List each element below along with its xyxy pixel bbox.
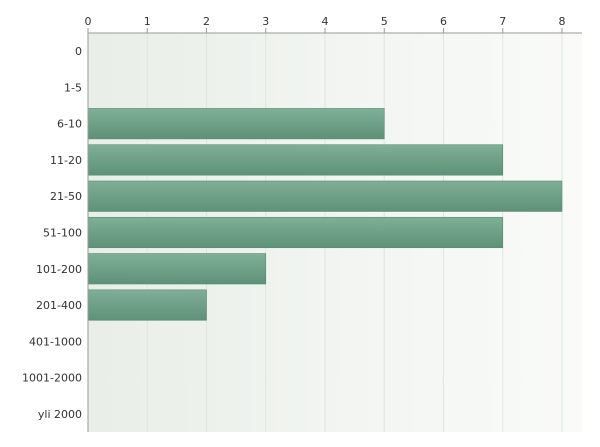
bar <box>87 144 504 176</box>
x-tick-label: 3 <box>262 15 269 28</box>
x-axis-ticks: 0 1 2 3 4 5 6 7 8 <box>85 15 566 33</box>
x-tick-label: 1 <box>144 15 151 28</box>
x-tick-label: 2 <box>203 15 210 28</box>
x-tick-label: 4 <box>322 15 329 28</box>
x-tick-label: 5 <box>381 15 388 28</box>
bar <box>87 180 563 212</box>
y-category-label: 6-10 <box>57 118 82 131</box>
y-category-label: 401-1000 <box>29 335 82 348</box>
y-category-label: 51-100 <box>43 227 82 240</box>
y-category-label: 21-50 <box>50 190 82 203</box>
y-category-label: yli 2000 <box>38 408 82 421</box>
x-tick-label: 6 <box>440 15 447 28</box>
y-axis-labels: 0 1-5 6-10 11-20 21-50 51-100 101-200 201-400 40… <box>22 45 82 421</box>
y-category-label: 201-400 <box>36 299 82 312</box>
axes <box>87 32 582 432</box>
bar <box>87 108 385 140</box>
y-category-label: 0 <box>75 45 82 58</box>
bar <box>87 253 267 285</box>
bar <box>87 216 504 249</box>
x-tick-label: 7 <box>499 15 506 28</box>
bar <box>87 289 207 321</box>
y-category-label: 1-5 <box>64 81 82 94</box>
y-category-label: 101-200 <box>36 263 82 276</box>
y-category-label: 1001-2000 <box>22 372 82 385</box>
x-tick-label: 0 <box>85 15 92 28</box>
x-tick-label: 8 <box>559 15 566 28</box>
y-category-label: 11-20 <box>50 154 82 167</box>
